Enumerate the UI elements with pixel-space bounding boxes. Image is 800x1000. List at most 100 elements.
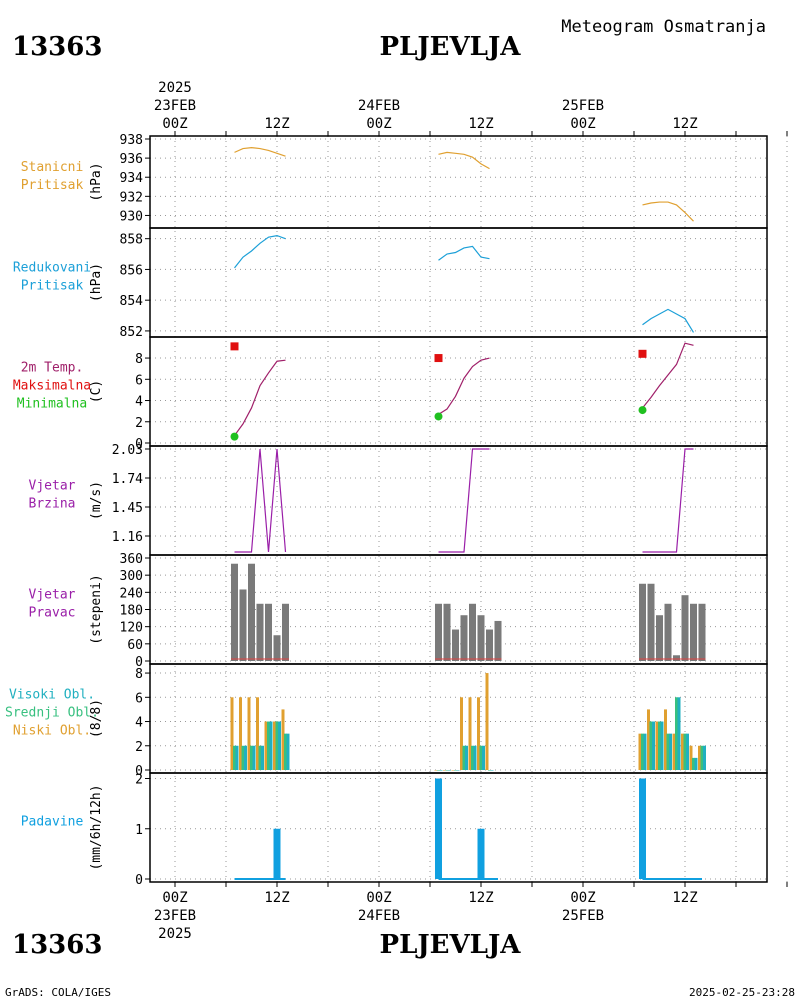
precip-bar — [477, 828, 485, 879]
y-tick-label: 60 — [127, 638, 143, 653]
wind-direction-bar — [282, 603, 289, 661]
wind-direction-bar — [231, 563, 238, 661]
time-label-date-bottom: 24FEB — [358, 908, 400, 924]
cloud-bar — [264, 721, 268, 770]
panel-label: Niski Obl. — [13, 724, 91, 739]
series-line — [438, 151, 490, 170]
cloud-bar — [233, 745, 236, 770]
y-tick-label: 2 — [135, 740, 143, 755]
panel-label: Vjetar — [29, 588, 76, 603]
max-temp-marker — [230, 342, 239, 351]
cloud-bar — [434, 770, 438, 771]
cloud-bar — [643, 733, 647, 770]
cloud-bar — [669, 733, 672, 770]
y-tick-label: 932 — [120, 190, 143, 205]
cloud-bar — [692, 757, 695, 770]
cloud-bar — [655, 721, 659, 770]
cloud-bar — [258, 745, 262, 770]
cloud-bar — [269, 721, 273, 770]
y-axis-label: (8/8) — [89, 699, 104, 738]
cloud-bar — [239, 697, 242, 770]
y-tick-label: 858 — [120, 233, 143, 248]
cloud-bar — [473, 745, 477, 770]
cloud-bar — [477, 697, 480, 770]
y-tick-label: 360 — [120, 552, 143, 567]
cloud-bar — [647, 709, 650, 770]
time-label-date-bottom: 23FEB — [154, 908, 196, 924]
y-tick-label: 6 — [135, 691, 143, 706]
y-axis-label: (hPa) — [89, 263, 104, 302]
panel-label: Minimalna — [17, 397, 87, 412]
cloud-bar — [275, 721, 279, 770]
cloud-bar — [677, 697, 681, 770]
panel-label: 2m Temp. — [21, 361, 84, 376]
y-tick-label: 1.45 — [112, 501, 143, 516]
cloud-bar — [681, 733, 684, 770]
cloud-bar — [700, 745, 704, 770]
time-label-date-bottom: 25FEB — [562, 908, 604, 924]
min-temp-marker — [434, 412, 443, 421]
y-tick-label: 240 — [120, 586, 143, 601]
wind-direction-bar — [639, 583, 646, 661]
y-tick-label: 0 — [135, 655, 143, 670]
cloud-bar — [468, 697, 472, 770]
series-line — [438, 245, 490, 261]
cloud-bar — [456, 770, 460, 771]
cloud-bar — [666, 733, 670, 770]
cloud-bar — [482, 745, 485, 770]
panel-frame — [149, 445, 768, 556]
time-label-hour-bottom: 12Z — [468, 890, 493, 906]
time-label-year-bottom: 2025 — [158, 926, 192, 942]
cloud-bar — [490, 770, 494, 771]
cloud-bar — [641, 733, 644, 770]
y-tick-label: 934 — [120, 171, 144, 186]
wind-direction-bar — [443, 603, 451, 661]
y-tick-label: 300 — [120, 569, 143, 584]
y-tick-label: 1.16 — [112, 530, 143, 545]
station-id-top: 13363 — [12, 32, 102, 62]
wind-direction-bar — [256, 603, 264, 661]
series-line — [438, 357, 490, 415]
y-tick-label: 4 — [135, 716, 143, 731]
wind-direction-bar — [664, 603, 672, 661]
panel-label: Pritisak — [21, 178, 84, 193]
series-line — [234, 359, 286, 436]
meteogram-title: Meteogram Osmatranja — [561, 17, 766, 37]
cloud-bar — [664, 709, 667, 770]
station-name-bottom: PLJEVLJA — [380, 930, 522, 960]
cloud-bar — [256, 697, 259, 770]
cloud-bar — [703, 745, 706, 770]
panel-label: Pravac — [29, 606, 76, 621]
series-line — [234, 146, 286, 157]
time-label-year-top: 2025 — [158, 80, 192, 96]
cloud-bar — [443, 770, 446, 771]
series-line — [642, 308, 695, 333]
y-tick-label: 0 — [135, 873, 143, 888]
wind-direction-bar — [239, 589, 247, 661]
y-tick-label: 180 — [120, 604, 143, 619]
series-line — [642, 448, 694, 553]
y-tick-label: 8 — [135, 667, 143, 682]
cloud-bar — [465, 745, 468, 770]
series-line — [234, 448, 287, 553]
cloud-bar — [460, 697, 463, 770]
time-label-hour-bottom: 12Z — [672, 890, 697, 906]
cloud-bar — [439, 770, 443, 771]
y-tick-label: 2.03 — [112, 443, 143, 458]
cloud-bar — [250, 745, 253, 770]
y-tick-label: 2 — [135, 773, 143, 788]
panel-label: Padavine — [21, 815, 84, 830]
wind-direction-bar — [656, 615, 663, 661]
cloud-bar — [485, 673, 489, 770]
cloud-bar — [284, 733, 287, 770]
y-tick-label: 0 — [135, 437, 143, 452]
cloud-bar — [479, 745, 483, 770]
time-label-hour-top: 12Z — [468, 116, 493, 132]
y-tick-label: 1 — [135, 823, 143, 838]
time-label-date-top: 24FEB — [358, 98, 400, 114]
series-line — [234, 234, 286, 269]
panel-label: Stanicni — [21, 160, 84, 175]
cloud-bar — [686, 733, 689, 770]
precip-bar — [435, 778, 442, 879]
panel-label: Redukovani — [13, 261, 91, 276]
